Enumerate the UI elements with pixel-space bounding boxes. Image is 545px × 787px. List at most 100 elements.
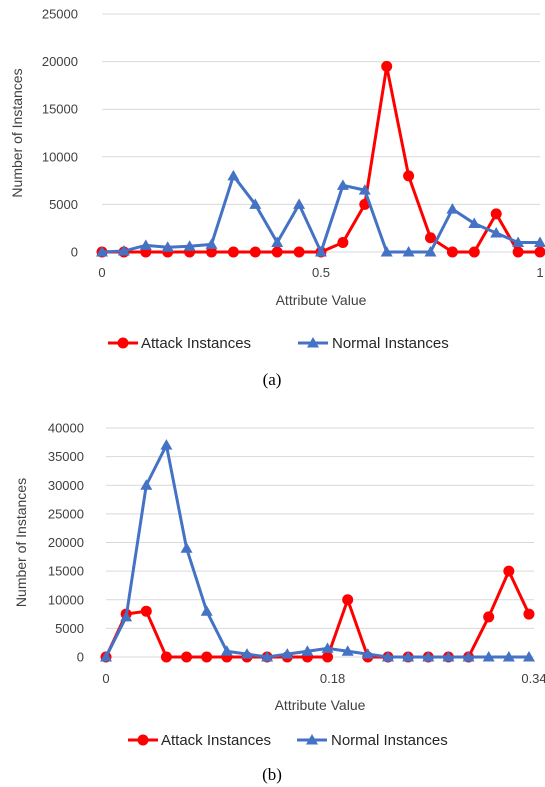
data-point-normal: [96, 246, 108, 257]
data-point-normal: [205, 238, 218, 249]
data-point-normal: [490, 226, 503, 238]
series-line-attack: [104, 569, 531, 659]
data-point-normal: [336, 179, 349, 190]
data-point-attack: [381, 60, 393, 72]
data-point-normal: [315, 246, 327, 257]
data-point-normal: [180, 542, 193, 553]
data-point-normal: [301, 645, 314, 656]
data-point-normal: [482, 651, 495, 662]
y-tick-label: 40000: [48, 421, 84, 436]
data-point-normal: [380, 246, 393, 257]
data-point-normal: [240, 648, 253, 659]
legend-label-attack: Attack Instances: [161, 732, 271, 749]
data-point-normal: [227, 169, 240, 181]
x-tick-label: 0: [98, 265, 105, 280]
data-point-normal: [402, 651, 415, 662]
y-tick-label: 20000: [42, 54, 78, 69]
data-point-normal: [361, 648, 374, 659]
legend-marker-attack: [117, 337, 129, 349]
data-point-attack: [512, 246, 524, 258]
y-axis-title: Number of Instances: [13, 478, 29, 607]
data-point-normal: [100, 651, 112, 662]
y-tick-label: 15000: [48, 564, 84, 579]
data-point-normal: [160, 439, 173, 450]
data-point-normal: [502, 651, 515, 662]
legend-label-normal: Normal Instances: [332, 335, 449, 352]
data-point-attack: [322, 651, 334, 663]
data-point-attack: [342, 594, 354, 606]
series-line-normal: [101, 174, 540, 254]
data-point-normal: [381, 651, 394, 662]
data-point-attack: [523, 608, 535, 620]
legend-label-attack: Attack Instances: [141, 335, 251, 352]
data-point-normal: [140, 479, 153, 490]
series-line-normal: [104, 443, 529, 659]
y-tick-label: 5000: [49, 197, 78, 212]
legend-marker-normal: [307, 337, 319, 348]
data-point-attack: [249, 246, 261, 258]
x-axis-title: Attribute Value: [276, 292, 367, 308]
data-point-attack: [403, 170, 415, 182]
y-tick-label: 30000: [48, 478, 84, 493]
data-point-normal: [468, 217, 481, 228]
data-point-normal: [183, 240, 196, 251]
data-point-normal: [341, 645, 354, 656]
x-tick-label: 0.5: [312, 265, 330, 280]
y-tick-label: 10000: [48, 592, 84, 607]
figure-caption: (b): [262, 765, 282, 784]
data-point-normal: [422, 651, 435, 662]
chart-b: 0 5000 10000 15000 20000 25000 30000 35000 40000…: [13, 421, 545, 785]
data-point-attack: [206, 246, 217, 258]
data-point-attack: [503, 565, 515, 577]
data-point-normal: [321, 642, 334, 653]
y-axis-title: Number of Instances: [9, 68, 25, 197]
data-point-attack: [483, 611, 495, 623]
data-point-attack: [227, 246, 239, 258]
data-point-attack: [201, 651, 213, 663]
chart-a: 0 5000 10000 15000 20000 25000 0 0.5 1 Attribute …: [9, 7, 545, 389]
y-tick-label: 20000: [48, 535, 84, 550]
data-point-normal: [249, 198, 262, 209]
data-point-normal: [462, 651, 475, 662]
figure-caption: (a): [263, 370, 282, 389]
y-tick-label: 35000: [48, 449, 84, 464]
y-tick-label: 10000: [42, 149, 78, 164]
data-point-normal: [442, 651, 455, 662]
data-point-normal: [358, 184, 371, 195]
y-tick-label: 0: [77, 650, 84, 665]
data-point-attack: [468, 246, 480, 258]
data-point-normal: [200, 605, 213, 616]
data-point-normal: [512, 236, 525, 247]
data-point-normal: [293, 198, 306, 209]
data-point-attack: [337, 236, 349, 248]
data-point-normal: [261, 651, 274, 662]
y-tick-label: 0: [71, 245, 78, 260]
legend-label-normal: Normal Instances: [331, 732, 448, 749]
data-point-attack: [293, 246, 305, 258]
y-tick-label: 25000: [48, 506, 84, 521]
x-tick-label: 1: [536, 265, 543, 280]
data-point-normal: [522, 651, 535, 662]
data-point-attack: [446, 246, 458, 258]
data-point-attack: [140, 605, 152, 617]
y-tick-label: 25000: [42, 7, 78, 22]
data-point-attack: [534, 246, 545, 258]
y-tick-label: 5000: [55, 621, 84, 636]
x-tick-label: 0.18: [320, 671, 345, 686]
data-point-normal: [534, 236, 545, 247]
data-point-normal: [446, 203, 459, 214]
data-point-normal: [220, 645, 233, 656]
data-point-normal: [139, 239, 152, 250]
data-point-normal: [424, 246, 437, 257]
data-point-attack: [271, 246, 283, 258]
data-point-attack: [160, 651, 172, 663]
data-point-normal: [161, 241, 174, 252]
x-tick-label: 0.34: [521, 671, 545, 686]
data-point-normal: [120, 610, 133, 622]
data-point-attack: [490, 208, 502, 220]
y-tick-label: 15000: [42, 102, 78, 117]
data-point-normal: [281, 648, 294, 659]
x-axis-title: Attribute Value: [275, 697, 366, 713]
x-tick-label: 0: [102, 671, 109, 686]
